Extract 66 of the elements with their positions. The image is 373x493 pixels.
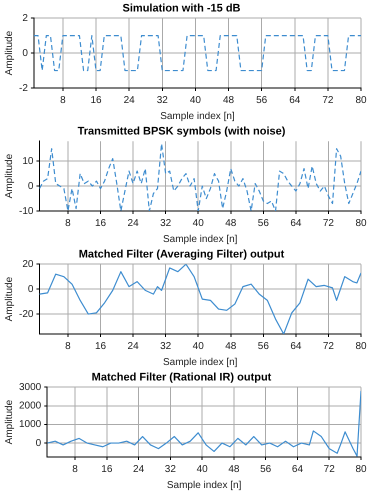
- y-tick-label: -10: [19, 206, 34, 217]
- x-tick-label: 56: [260, 464, 272, 475]
- y-tick-label: -2: [18, 82, 28, 94]
- y-tick-label: 0: [28, 284, 34, 295]
- y-tick-label: 1000: [18, 419, 42, 430]
- y-tick-label: 0: [36, 438, 42, 449]
- y-tick-label: 20: [22, 258, 34, 270]
- x-tick-label: 72: [322, 340, 334, 352]
- x-tick-label: 72: [322, 218, 334, 229]
- x-tick-label: 48: [225, 340, 237, 352]
- x-tick-label: 16: [101, 464, 113, 475]
- x-tick-label: 80: [355, 94, 367, 106]
- chart-title: Matched Filter (Rational IR) output: [92, 372, 272, 384]
- y-tick-label: 2: [22, 12, 28, 24]
- chart-title: Matched Filter (Averaging Filter) output: [78, 248, 285, 261]
- x-axis-title: Sample index [n]: [166, 480, 242, 491]
- x-tick-label: 48: [225, 218, 237, 229]
- x-tick-label: 48: [222, 94, 234, 106]
- x-tick-label: 8: [65, 218, 72, 229]
- y-tick-label: -20: [19, 308, 34, 320]
- x-tick-label: 80: [355, 340, 367, 352]
- x-tick-label: 16: [90, 94, 102, 106]
- x-tick-label: 56: [258, 340, 270, 352]
- y-axis-title: Amplitude: [4, 276, 15, 322]
- x-tick-label: 40: [190, 94, 202, 106]
- x-tick-label: 40: [192, 340, 204, 352]
- x-tick-label: 24: [133, 464, 145, 475]
- y-axis-title: Amplitude: [4, 399, 15, 444]
- x-tick-label: 32: [164, 464, 176, 475]
- x-tick-label: 24: [128, 340, 140, 352]
- chart-title: Simulation with -15 dB: [122, 2, 241, 15]
- x-tick-label: 8: [65, 340, 72, 352]
- chart-title: Transmitted BPSK symbols (with noise): [78, 126, 286, 138]
- x-tick-label: 80: [355, 218, 367, 229]
- x-tick-label: 8: [72, 464, 78, 475]
- y-tick-label: 3000: [18, 382, 42, 393]
- x-axis-title: Sample index [n]: [162, 356, 238, 368]
- line-series: [39, 143, 361, 211]
- x-axis-title: Sample index [n]: [162, 234, 238, 245]
- y-axis-title: Amplitude: [4, 30, 15, 76]
- x-tick-label: 24: [128, 218, 140, 229]
- y-tick-label: 2000: [18, 400, 42, 412]
- x-tick-label: 40: [192, 218, 204, 229]
- x-tick-label: 24: [124, 94, 136, 106]
- x-tick-label: 8: [60, 94, 66, 106]
- x-tick-label: 64: [290, 340, 302, 352]
- x-tick-label: 48: [228, 464, 240, 475]
- y-axis-title: Amplitude: [4, 153, 15, 198]
- y-tick-label: 10: [22, 156, 34, 167]
- x-tick-label: 72: [324, 464, 336, 475]
- x-tick-label: 32: [160, 218, 172, 229]
- x-tick-label: 40: [196, 464, 208, 475]
- x-axis-title: Sample index [n]: [160, 110, 235, 122]
- x-tick-label: 16: [94, 340, 107, 352]
- x-tick-label: 64: [290, 218, 302, 229]
- x-tick-label: 80: [355, 464, 367, 475]
- x-tick-label: 72: [322, 94, 334, 106]
- x-tick-label: 16: [94, 218, 107, 229]
- x-tick-label: 64: [292, 464, 304, 475]
- x-tick-label: 32: [156, 94, 168, 106]
- x-tick-label: 64: [289, 94, 301, 106]
- x-tick-label: 56: [258, 218, 270, 229]
- y-tick-label: 0: [28, 180, 34, 192]
- x-tick-label: 56: [256, 94, 268, 106]
- x-tick-label: 32: [160, 340, 172, 352]
- y-tick-label: 0: [22, 48, 28, 59]
